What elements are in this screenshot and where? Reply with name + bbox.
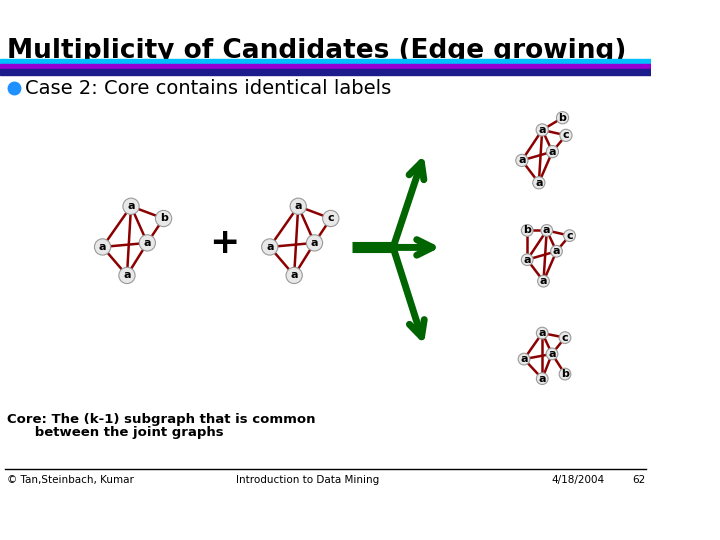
Text: c: c: [562, 130, 570, 140]
Circle shape: [533, 177, 545, 189]
Text: b: b: [160, 213, 168, 224]
Circle shape: [541, 225, 552, 237]
Text: between the joint graphs: between the joint graphs: [7, 426, 224, 439]
Circle shape: [516, 154, 528, 166]
Text: a: a: [540, 276, 547, 286]
Circle shape: [286, 267, 302, 284]
Text: c: c: [328, 213, 334, 224]
Circle shape: [546, 348, 558, 360]
Text: a: a: [518, 156, 526, 165]
Text: Introduction to Data Mining: Introduction to Data Mining: [235, 475, 379, 485]
Text: a: a: [523, 255, 531, 265]
Text: 4/18/2004: 4/18/2004: [552, 475, 604, 485]
Circle shape: [94, 239, 111, 255]
Text: b: b: [561, 369, 569, 379]
Text: a: a: [127, 201, 135, 211]
Text: a: a: [535, 178, 543, 188]
Text: Core: The (k-1) subgraph that is common: Core: The (k-1) subgraph that is common: [7, 413, 316, 426]
Circle shape: [521, 254, 533, 266]
Circle shape: [123, 198, 139, 214]
Circle shape: [536, 373, 548, 384]
Bar: [0, 69, 651, 75]
Text: a: a: [311, 238, 318, 248]
Circle shape: [538, 275, 549, 287]
Circle shape: [557, 112, 569, 124]
Circle shape: [290, 198, 306, 214]
Text: b: b: [523, 225, 531, 235]
Circle shape: [156, 211, 171, 227]
Circle shape: [518, 353, 530, 365]
Text: a: a: [123, 271, 131, 280]
Circle shape: [536, 124, 549, 136]
Text: 62: 62: [633, 475, 646, 485]
Circle shape: [546, 145, 559, 158]
Text: a: a: [294, 201, 302, 211]
Circle shape: [306, 235, 323, 251]
Text: a: a: [539, 374, 546, 383]
Text: a: a: [521, 354, 528, 364]
Text: a: a: [99, 242, 107, 252]
Text: a: a: [143, 238, 151, 248]
Text: a: a: [543, 225, 551, 235]
Text: a: a: [548, 349, 556, 359]
Circle shape: [261, 239, 278, 255]
Circle shape: [139, 235, 156, 251]
Circle shape: [323, 211, 339, 227]
Text: a: a: [290, 271, 298, 280]
Bar: [0, 64, 651, 69]
Text: Case 2: Core contains identical labels: Case 2: Core contains identical labels: [25, 79, 392, 98]
Text: © Tan,Steinbach, Kumar: © Tan,Steinbach, Kumar: [7, 475, 134, 485]
Text: b: b: [559, 113, 567, 123]
Bar: [0, 58, 651, 64]
Text: Multiplicity of Candidates (Edge growing): Multiplicity of Candidates (Edge growing…: [7, 38, 626, 64]
Circle shape: [559, 368, 571, 380]
Circle shape: [559, 332, 571, 343]
Text: a: a: [553, 246, 560, 256]
Text: c: c: [562, 333, 568, 343]
Text: a: a: [539, 328, 546, 338]
Circle shape: [564, 230, 575, 241]
Text: a: a: [539, 125, 546, 135]
Text: +: +: [209, 226, 239, 260]
Circle shape: [536, 327, 548, 339]
Text: a: a: [266, 242, 274, 252]
Circle shape: [551, 245, 562, 257]
Text: a: a: [549, 147, 556, 157]
Circle shape: [119, 267, 135, 284]
Circle shape: [560, 129, 572, 141]
Text: c: c: [566, 231, 573, 241]
Circle shape: [521, 225, 533, 237]
